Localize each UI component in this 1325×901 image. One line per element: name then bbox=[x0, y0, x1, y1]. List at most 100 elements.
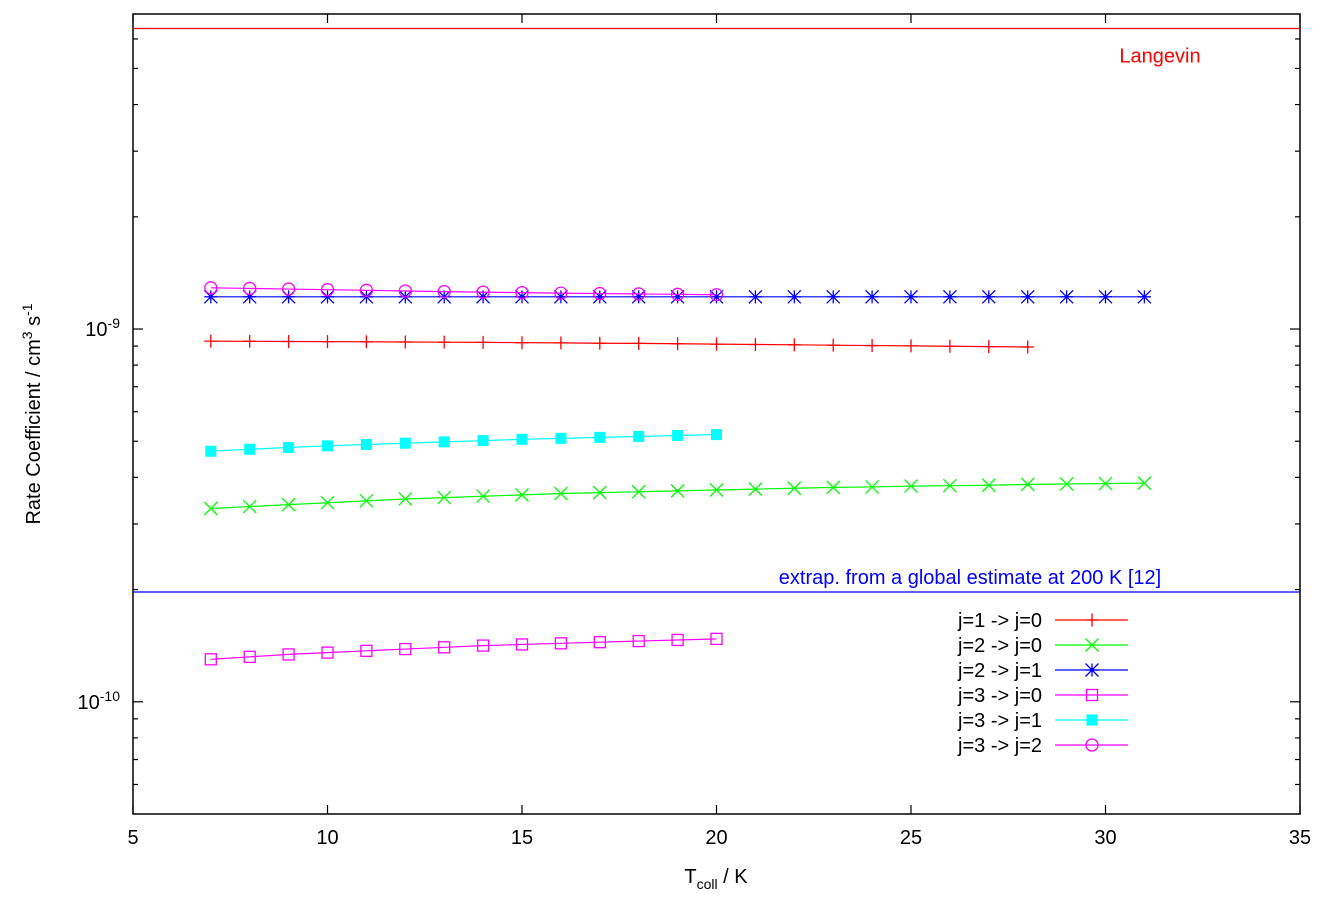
legend-marker bbox=[1085, 613, 1099, 627]
data-point bbox=[281, 497, 296, 512]
series-line bbox=[210, 638, 717, 660]
data-point bbox=[555, 432, 567, 444]
data-point bbox=[904, 339, 918, 353]
data-point bbox=[787, 481, 802, 496]
series-5 bbox=[205, 429, 722, 457]
data-point bbox=[515, 289, 529, 304]
data-point bbox=[398, 335, 412, 349]
data-point bbox=[320, 289, 335, 304]
data-point bbox=[709, 289, 724, 304]
data-point bbox=[515, 285, 529, 300]
data-point bbox=[748, 482, 763, 497]
data-point bbox=[709, 288, 724, 302]
data-point bbox=[476, 335, 490, 349]
data-point bbox=[437, 335, 451, 349]
data-point bbox=[826, 338, 840, 352]
series-6 bbox=[204, 281, 724, 302]
x-tick-label: 10 bbox=[316, 827, 338, 849]
data-point bbox=[438, 436, 450, 448]
data-point bbox=[360, 439, 372, 451]
data-point bbox=[553, 289, 568, 304]
data-point bbox=[205, 445, 217, 457]
data-point bbox=[865, 339, 879, 353]
data-point bbox=[359, 493, 374, 508]
data-point bbox=[942, 289, 957, 304]
data-point bbox=[282, 334, 296, 348]
data-point bbox=[554, 336, 568, 350]
data-point bbox=[515, 638, 529, 651]
data-point bbox=[982, 340, 996, 354]
data-point bbox=[322, 440, 333, 452]
data-point bbox=[592, 289, 607, 304]
legend-label: j=1 -> j=0 bbox=[957, 610, 1042, 632]
data-point bbox=[203, 289, 218, 304]
data-point bbox=[594, 431, 606, 443]
data-point bbox=[243, 281, 257, 296]
series-3 bbox=[203, 289, 1152, 304]
data-point bbox=[515, 487, 529, 502]
data-point bbox=[632, 287, 646, 301]
legend-label: j=2 -> j=1 bbox=[957, 660, 1042, 682]
data-series bbox=[203, 281, 1152, 666]
data-point bbox=[787, 338, 801, 352]
legend-label: j=3 -> j=1 bbox=[957, 710, 1042, 732]
data-point bbox=[281, 282, 296, 296]
data-point bbox=[476, 285, 490, 299]
data-point bbox=[904, 479, 918, 494]
data-point bbox=[748, 337, 762, 351]
y-tick-label: 10-9 bbox=[85, 315, 120, 341]
axis-ticks: 5 10 15 20 25 30 35 10-10 10-9 bbox=[78, 14, 1311, 849]
data-point bbox=[981, 478, 996, 493]
series-4 bbox=[204, 632, 723, 666]
data-point bbox=[826, 480, 841, 495]
data-point bbox=[1098, 476, 1113, 491]
data-point bbox=[672, 430, 684, 442]
data-point bbox=[593, 286, 607, 301]
data-point bbox=[476, 289, 491, 304]
data-point bbox=[437, 490, 452, 505]
data-point bbox=[1137, 476, 1152, 491]
data-point bbox=[204, 281, 218, 295]
series-1 bbox=[204, 334, 1035, 354]
data-point bbox=[1021, 340, 1035, 354]
data-point bbox=[942, 478, 957, 493]
data-point bbox=[981, 289, 996, 304]
data-point bbox=[515, 336, 529, 350]
legend-marker bbox=[1085, 663, 1099, 677]
data-point bbox=[203, 501, 218, 516]
data-point bbox=[399, 437, 411, 449]
data-point bbox=[631, 289, 646, 304]
data-point bbox=[748, 289, 763, 304]
legend-label: j=3 -> j=2 bbox=[957, 735, 1042, 757]
data-point bbox=[711, 429, 722, 441]
series-2 bbox=[203, 476, 1152, 516]
data-point bbox=[438, 641, 451, 654]
legend-label: j=2 -> j=0 bbox=[957, 635, 1042, 657]
data-point bbox=[282, 648, 295, 661]
data-point bbox=[1059, 477, 1074, 491]
x-tick-label: 5 bbox=[127, 827, 138, 849]
data-point bbox=[632, 336, 646, 350]
data-point bbox=[359, 335, 373, 349]
data-point bbox=[477, 435, 489, 447]
data-point bbox=[710, 337, 723, 351]
data-point bbox=[476, 639, 490, 652]
series-line bbox=[210, 433, 717, 452]
data-point bbox=[593, 636, 606, 649]
x-axis-title: Tcoll / K bbox=[684, 866, 748, 892]
data-point bbox=[321, 335, 334, 349]
data-point bbox=[243, 650, 256, 663]
data-point bbox=[671, 337, 685, 351]
legend: j=1 -> j=0 j=2 -> j=0 j=2 -> j=1 j=3 -> j=0… bbox=[957, 610, 1128, 757]
data-point bbox=[670, 483, 685, 498]
data-point bbox=[243, 334, 257, 348]
reference-line-label: extrap. from a global estimate at 200 K … bbox=[779, 567, 1161, 589]
x-tick-label: 20 bbox=[705, 827, 727, 849]
data-point bbox=[398, 492, 413, 506]
data-point bbox=[671, 633, 684, 647]
data-point bbox=[592, 485, 607, 500]
data-point bbox=[437, 284, 451, 299]
data-point bbox=[865, 479, 880, 494]
data-point bbox=[516, 433, 528, 445]
